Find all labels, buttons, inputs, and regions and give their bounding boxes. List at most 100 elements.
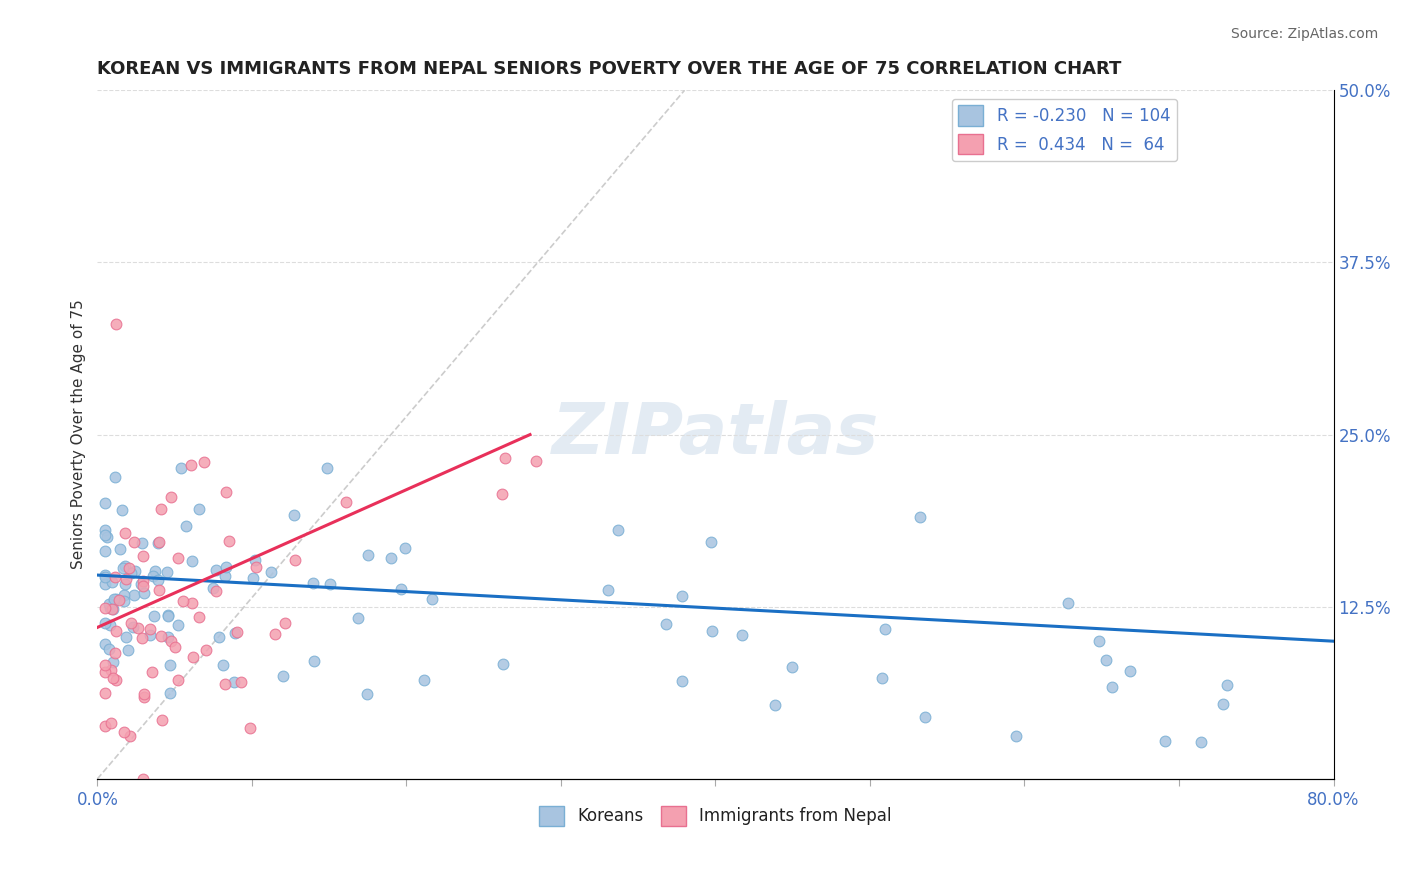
Point (101, 601, 124, 615)
Point (160, 490, 183, 504)
Point (101, 595, 124, 609)
Point (870, 671, 893, 685)
Point (229, 674, 252, 689)
Point (159, 686, 181, 700)
Point (283, 508, 305, 522)
Point (118, 561, 141, 575)
Point (114, 526, 136, 541)
Point (139, 628, 162, 642)
Point (148, 574, 170, 588)
Point (160, 634, 183, 648)
Point (94, 718, 117, 732)
Point (143, 564, 166, 578)
Point (131, 535, 153, 549)
Point (194, 643, 217, 657)
Point (94, 637, 117, 651)
Point (100, 601, 122, 615)
Point (301, 576, 323, 591)
Point (172, 594, 194, 608)
Point (205, 563, 228, 577)
Point (132, 579, 155, 593)
Point (150, 501, 173, 516)
Point (1094, 653, 1116, 667)
Point (94, 658, 117, 673)
Point (780, 660, 803, 674)
Point (117, 643, 139, 657)
Point (94, 686, 117, 700)
Point (112, 588, 135, 602)
Point (908, 510, 931, 524)
Point (94, 665, 117, 680)
Point (319, 577, 342, 591)
Point (111, 560, 134, 574)
Point (103, 470, 125, 484)
Point (103, 591, 125, 606)
Point (148, 534, 170, 549)
Point (103, 671, 125, 685)
Text: Source: ZipAtlas.com: Source: ZipAtlas.com (1230, 27, 1378, 41)
Point (112, 724, 135, 739)
Point (132, 687, 155, 701)
Point (167, 618, 190, 632)
Point (284, 553, 307, 567)
Point (94, 577, 117, 591)
Point (97, 597, 120, 611)
Point (122, 588, 145, 602)
Text: KOREAN VS IMMIGRANTS FROM NEPAL SENIORS POVERTY OVER THE AGE OF 75 CORRELATION C: KOREAN VS IMMIGRANTS FROM NEPAL SENIORS … (97, 60, 1122, 78)
Point (94, 616, 117, 631)
Point (1216, 678, 1239, 692)
Point (1088, 633, 1111, 648)
Point (134, 586, 156, 600)
Point (170, 460, 193, 475)
Point (148, 583, 170, 598)
Point (873, 622, 896, 636)
Point (129, 576, 152, 591)
Point (225, 624, 247, 639)
Point (159, 658, 181, 673)
Point (114, 577, 136, 591)
Point (201, 581, 224, 595)
Point (118, 729, 141, 743)
Point (302, 654, 325, 668)
Point (260, 565, 283, 579)
Point (101, 655, 124, 669)
Point (150, 713, 173, 727)
Point (111, 503, 134, 517)
Point (245, 560, 267, 574)
Point (96, 530, 118, 544)
Point (606, 524, 628, 538)
Point (138, 622, 160, 636)
Point (215, 560, 238, 574)
Point (389, 582, 412, 596)
Point (94, 496, 117, 510)
Point (132, 772, 155, 786)
Point (1004, 730, 1026, 744)
Point (94, 523, 117, 537)
Point (94, 567, 117, 582)
Point (492, 657, 515, 672)
Point (94, 570, 117, 584)
Point (94, 601, 117, 615)
Point (491, 487, 513, 501)
Point (243, 553, 266, 567)
Point (122, 535, 145, 549)
Point (108, 592, 131, 607)
Point (143, 609, 166, 624)
Point (176, 518, 198, 533)
Point (239, 721, 262, 735)
Point (211, 658, 233, 673)
Point (103, 646, 125, 660)
Point (214, 569, 236, 583)
Point (132, 574, 155, 589)
Point (412, 673, 434, 687)
Point (700, 535, 723, 549)
Point (181, 650, 204, 665)
Point (524, 454, 547, 468)
Point (215, 484, 238, 499)
Point (100, 618, 122, 632)
Point (157, 609, 180, 624)
Point (596, 583, 619, 598)
Point (100, 663, 122, 677)
Point (98, 641, 121, 656)
Point (100, 715, 122, 730)
